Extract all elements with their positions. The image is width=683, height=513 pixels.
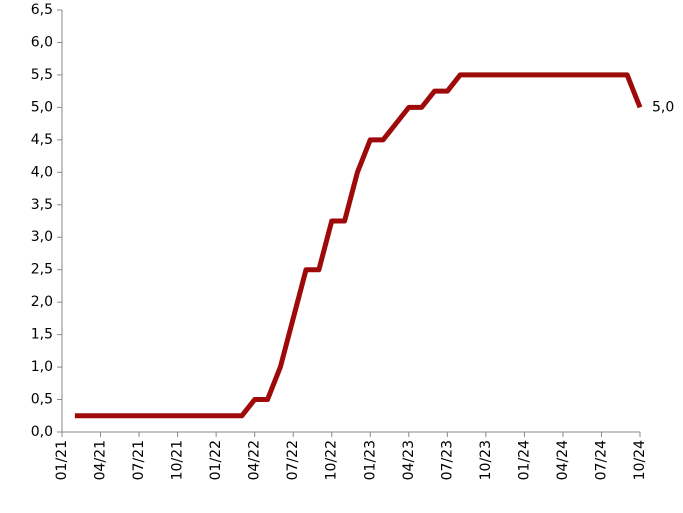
x-tick-label: 04/24 bbox=[555, 440, 571, 480]
x-tick-label: 10/21 bbox=[170, 440, 186, 480]
y-tick-label: 6,0 bbox=[31, 34, 53, 50]
x-tick-label: 07/23 bbox=[439, 440, 455, 480]
x-tick-label: 04/23 bbox=[401, 440, 417, 480]
x-tick-label: 04/21 bbox=[93, 440, 109, 480]
y-tick-label: 5,5 bbox=[31, 67, 53, 83]
y-tick-label: 1,0 bbox=[31, 359, 53, 375]
x-tick-label: 01/23 bbox=[362, 440, 378, 480]
y-tick-label: 3,0 bbox=[31, 229, 53, 245]
x-tick-label: 01/24 bbox=[516, 440, 532, 480]
y-tick-label: 6,5 bbox=[31, 2, 53, 18]
x-tick-label: 04/22 bbox=[247, 440, 263, 480]
x-tick-label: 07/22 bbox=[285, 440, 301, 480]
value-label: 5,0 bbox=[652, 99, 674, 115]
x-tick-label: 01/21 bbox=[54, 440, 70, 480]
y-tick-label: 0,5 bbox=[31, 392, 53, 408]
y-tick-label: 0,0 bbox=[31, 424, 53, 440]
x-tick-label: 10/22 bbox=[324, 440, 340, 480]
y-tick-label: 4,5 bbox=[31, 132, 53, 148]
y-tick-label: 5,0 bbox=[31, 99, 53, 115]
y-tick-label: 4,0 bbox=[31, 164, 53, 180]
y-tick-label: 1,5 bbox=[31, 327, 53, 343]
y-tick-label: 2,0 bbox=[31, 294, 53, 310]
y-tick-label: 2,5 bbox=[31, 262, 53, 278]
y-tick-label: 3,5 bbox=[31, 197, 53, 213]
x-tick-label: 01/22 bbox=[208, 440, 224, 480]
x-tick-label: 07/21 bbox=[131, 440, 147, 480]
x-tick-label: 07/24 bbox=[593, 440, 609, 480]
line bbox=[74, 72, 643, 419]
x-tick-label: 10/24 bbox=[632, 440, 648, 480]
x-tick-label: 10/23 bbox=[478, 440, 494, 480]
